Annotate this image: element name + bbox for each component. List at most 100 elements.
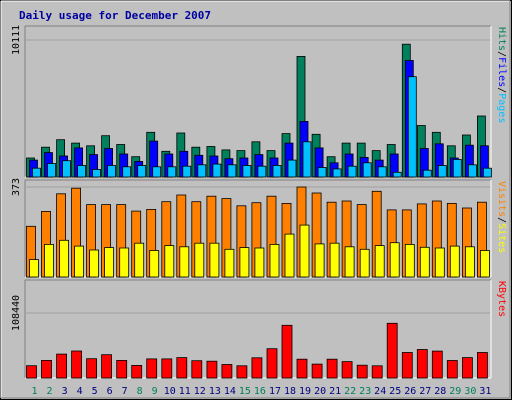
bar-sites-day-7 xyxy=(119,247,130,278)
bar-kbytes-day-17 xyxy=(266,348,278,379)
bar-sites-day-8 xyxy=(134,242,145,278)
bar-kbytes-day-9 xyxy=(146,358,158,379)
bar-pages-day-7 xyxy=(122,166,132,178)
bar-sites-day-31 xyxy=(479,250,490,278)
bar-pages-day-13 xyxy=(212,163,222,178)
bar-kbytes-day-8 xyxy=(131,364,143,379)
bar-sites-day-12 xyxy=(194,242,205,278)
bar-sites-day-2 xyxy=(44,243,54,278)
bar-kbytes-day-18 xyxy=(281,324,293,379)
bar-pages-day-26 xyxy=(407,76,417,178)
bar-sites-day-24 xyxy=(374,245,385,278)
legend-separator: / xyxy=(496,217,507,223)
x-tick-label-day-20: 20 xyxy=(314,386,326,397)
x-tick-label-day-13: 13 xyxy=(209,386,221,397)
x-tick-label-day-11: 11 xyxy=(179,386,191,397)
x-tick-label-day-30: 30 xyxy=(464,386,476,397)
bar-pages-day-22 xyxy=(347,165,357,178)
bar-pages-day-5 xyxy=(92,169,101,178)
bar-kbytes-day-31 xyxy=(476,352,488,379)
x-tick-label-day-18: 18 xyxy=(284,386,296,397)
bar-sites-day-6 xyxy=(104,247,114,278)
bar-pages-day-23 xyxy=(362,162,372,178)
bar-sites-day-17 xyxy=(269,243,280,278)
bar-kbytes-day-11 xyxy=(176,357,188,379)
x-tick-label-day-9: 9 xyxy=(152,386,158,397)
bar-pages-day-19 xyxy=(302,141,312,178)
bar-sites-day-1 xyxy=(29,259,39,278)
legend-separator: / xyxy=(496,51,507,57)
bar-sites-day-9 xyxy=(149,250,160,278)
legend-separator: / xyxy=(496,87,507,93)
x-tick-label-day-22: 22 xyxy=(344,386,356,397)
x-tick-label-day-17: 17 xyxy=(269,386,281,397)
bar-pages-day-9 xyxy=(152,166,162,178)
bar-pages-day-16 xyxy=(257,165,267,178)
bar-pages-day-4 xyxy=(77,165,86,178)
bar-kbytes-day-22 xyxy=(341,361,353,379)
bar-sites-day-16 xyxy=(254,247,265,278)
legend-top: Hits/Files/Pages xyxy=(496,27,507,123)
x-tick-label-day-2: 2 xyxy=(46,386,52,397)
x-tick-label-day-23: 23 xyxy=(359,386,371,397)
bar-pages-day-25 xyxy=(392,171,402,178)
bar-kbytes-day-19 xyxy=(296,358,308,379)
bar-pages-day-24 xyxy=(377,166,387,178)
bar-sites-day-11 xyxy=(179,246,190,278)
bar-kbytes-day-27 xyxy=(416,349,428,379)
legend-item-kbytes: KBytes xyxy=(496,281,507,317)
x-tick-label-day-29: 29 xyxy=(449,386,461,397)
x-tick-label-day-12: 12 xyxy=(194,386,206,397)
bar-sites-day-21 xyxy=(329,242,340,278)
bar-pages-day-6 xyxy=(107,165,116,178)
bar-pages-day-11 xyxy=(182,165,192,178)
bar-kbytes-day-13 xyxy=(206,360,218,379)
bar-kbytes-day-14 xyxy=(221,364,233,379)
bar-pages-day-18 xyxy=(287,159,297,178)
x-tick-label-day-26: 26 xyxy=(404,386,416,397)
panel-bottom: 108440 KBytes xyxy=(11,279,507,379)
bar-pages-day-8 xyxy=(137,165,147,178)
legend-item-pages: Pages xyxy=(496,93,507,123)
bar-pages-day-14 xyxy=(227,164,237,178)
bar-pages-day-28 xyxy=(437,165,447,178)
bar-kbytes-day-29 xyxy=(446,360,458,379)
bar-kbytes-day-25 xyxy=(386,322,398,379)
bar-kbytes-day-28 xyxy=(431,350,443,379)
x-tick-label-day-14: 14 xyxy=(224,386,236,397)
bar-kbytes-day-21 xyxy=(326,358,338,379)
chart-title: Daily usage for December 2007 xyxy=(19,9,211,22)
bar-sites-day-13 xyxy=(209,242,220,278)
x-tick-label-day-31: 31 xyxy=(479,386,491,397)
x-tick-label-day-10: 10 xyxy=(164,386,176,397)
x-tick-label-day-19: 19 xyxy=(299,386,311,397)
x-tick-label-day-3: 3 xyxy=(62,386,68,397)
bar-kbytes-day-26 xyxy=(401,352,413,379)
legend-middle: Visits/Sites xyxy=(496,181,507,253)
bar-kbytes-day-6 xyxy=(101,354,112,379)
x-tick-label-day-28: 28 xyxy=(434,386,446,397)
bar-sites-day-14 xyxy=(224,248,235,278)
x-tick-label-day-6: 6 xyxy=(107,386,113,397)
x-tick-label-day-5: 5 xyxy=(92,386,98,397)
x-tick-label-day-25: 25 xyxy=(389,386,401,397)
bar-pages-day-1 xyxy=(32,167,41,178)
bar-kbytes-day-20 xyxy=(311,363,323,379)
legend-item-sites: Sites xyxy=(496,223,507,253)
x-tick-label-day-1: 1 xyxy=(31,386,37,397)
bar-pages-day-12 xyxy=(197,164,207,178)
bar-sites-day-25 xyxy=(389,242,400,278)
bar-sites-day-29 xyxy=(449,245,460,278)
x-tick-label-day-24: 24 xyxy=(374,386,386,397)
bar-kbytes-day-24 xyxy=(371,365,383,379)
bar-sites-day-26 xyxy=(404,243,415,278)
bar-pages-day-30 xyxy=(467,164,477,178)
bar-sites-day-15 xyxy=(239,247,250,278)
bar-kbytes-day-1 xyxy=(26,365,37,379)
bar-sites-day-22 xyxy=(344,246,355,278)
bar-kbytes-day-7 xyxy=(116,359,128,379)
bar-pages-day-2 xyxy=(47,163,56,178)
bar-sites-day-20 xyxy=(314,243,325,278)
y-max-label: 373 xyxy=(11,178,22,196)
